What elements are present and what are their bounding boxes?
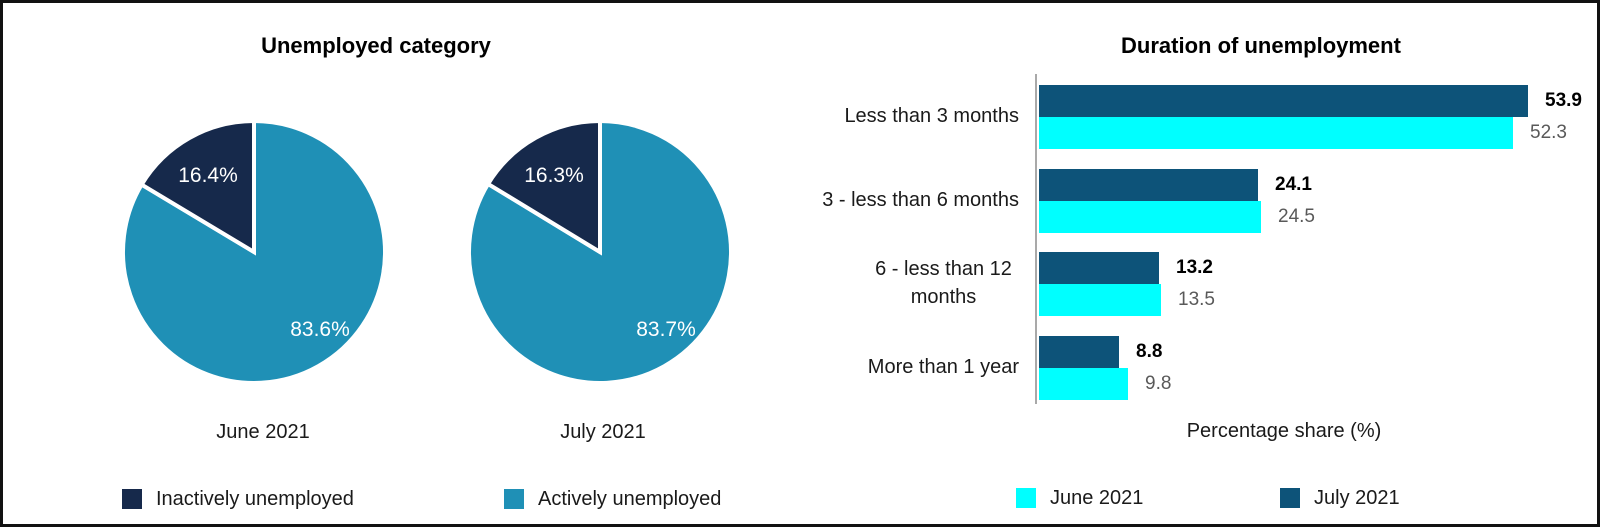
inactively-unemployed-swatch [122,489,142,509]
pie-chart-june-2021: 83.6% 16.4% [119,115,389,389]
june-2021-swatch [1016,488,1036,508]
category-label: Less than 3 months [844,105,1019,127]
bar-value-label: 52.3 [1530,122,1567,143]
bar-july-2021 [1039,169,1258,201]
pie-subtitle-june-2021: June 2021 [216,421,310,443]
x-axis-label: Percentage share (%) [1186,420,1382,442]
bar-june-2021 [1039,284,1161,316]
bar-value-label: 24.1 [1275,174,1312,195]
bar-value-label: 53.9 [1545,90,1582,111]
pie-slice-value-label: 83.7% [636,318,696,341]
pie-slice-value-label: 16.4% [178,164,238,187]
legend-label-july-2021: July 2021 [1314,486,1400,509]
july-2021-swatch [1280,488,1300,508]
pie-slice-inactively-unemployed [485,118,602,256]
bar-june-2021 [1039,117,1513,149]
legend-item-inactively-unemployed: Inactively unemployed [122,488,354,510]
bar-june-2021 [1039,368,1128,400]
category-label: 3 - less than 6 months [822,189,1019,211]
legend-item-july-2021: July 2021 [1280,487,1400,509]
bar-value-label: 9.8 [1145,373,1172,394]
pie-slice-value-label: 16.3% [524,164,584,187]
bar-value-label: 24.5 [1278,206,1315,227]
legend-item-actively-unemployed: Actively unemployed [504,488,721,510]
pie-chart-july-2021: 83.7% 16.3% [465,115,735,389]
y-axis-line [1035,74,1037,404]
bar-section-title: Duration of unemployment [1121,33,1401,58]
bar-july-2021 [1039,336,1119,368]
actively-unemployed-swatch [504,489,524,509]
bar-july-2021 [1039,85,1528,117]
bar-value-label: 8.8 [1136,341,1163,362]
bar-july-2021 [1039,252,1159,284]
bar-value-label: 13.5 [1178,289,1215,310]
category-label: More than 1 year [867,356,1019,378]
legend-item-june-2021: June 2021 [1016,487,1143,509]
legend-label-actively-unemployed: Actively unemployed [538,487,722,510]
pie-section-title: Unemployed category [261,33,491,58]
legend-label-inactively-unemployed: Inactively unemployed [156,487,354,510]
legend-label-june-2021: June 2021 [1050,486,1144,509]
bar-value-label: 13.2 [1176,257,1213,278]
pie-slice-inactively-unemployed [138,118,256,256]
pie-subtitle-july-2021: July 2021 [560,421,646,443]
pie-slice-value-label: 83.6% [290,318,350,341]
bar-june-2021 [1039,201,1261,233]
category-label: 6 - less than 12 months [875,258,1012,308]
